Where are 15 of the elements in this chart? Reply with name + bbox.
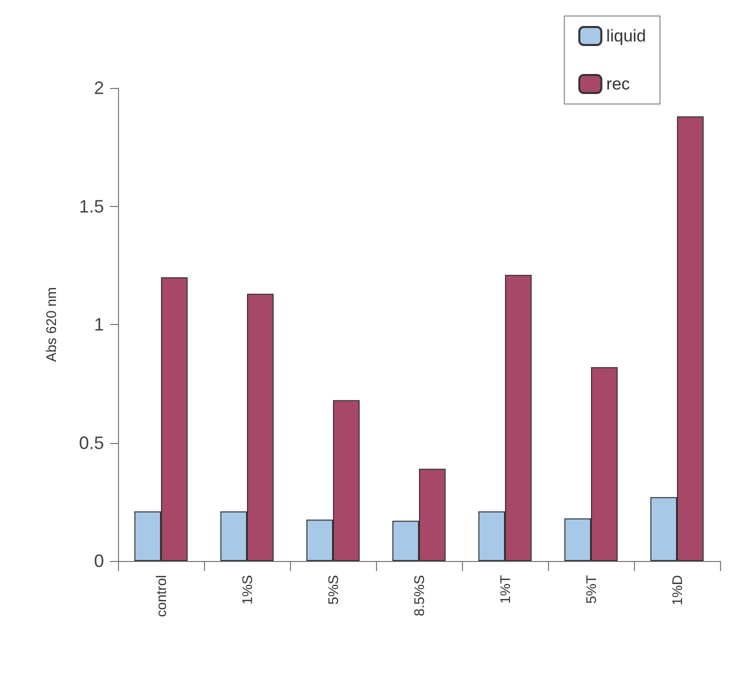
x-tick-label: 8.5%S xyxy=(411,575,427,616)
y-tick-label: 1.5 xyxy=(78,196,104,216)
x-tick-label: 1%T xyxy=(497,574,513,604)
x-tick-label: 5%S xyxy=(325,575,341,605)
y-tick-label: 2 xyxy=(94,78,104,98)
x-tick-label: 1%D xyxy=(669,575,685,606)
y-tick-label: 1 xyxy=(94,314,104,334)
legend-label: rec xyxy=(606,74,630,94)
y-tick-label: 0 xyxy=(94,551,104,571)
y-tick-label: 0.5 xyxy=(78,432,104,453)
x-tick-label: 1%S xyxy=(239,575,255,605)
legend-label: liquid xyxy=(606,26,646,46)
y-axis-title: Abs 620 nm xyxy=(43,287,59,362)
x-tick-label: control xyxy=(153,575,169,618)
x-tick-label: 5%T xyxy=(583,574,599,604)
